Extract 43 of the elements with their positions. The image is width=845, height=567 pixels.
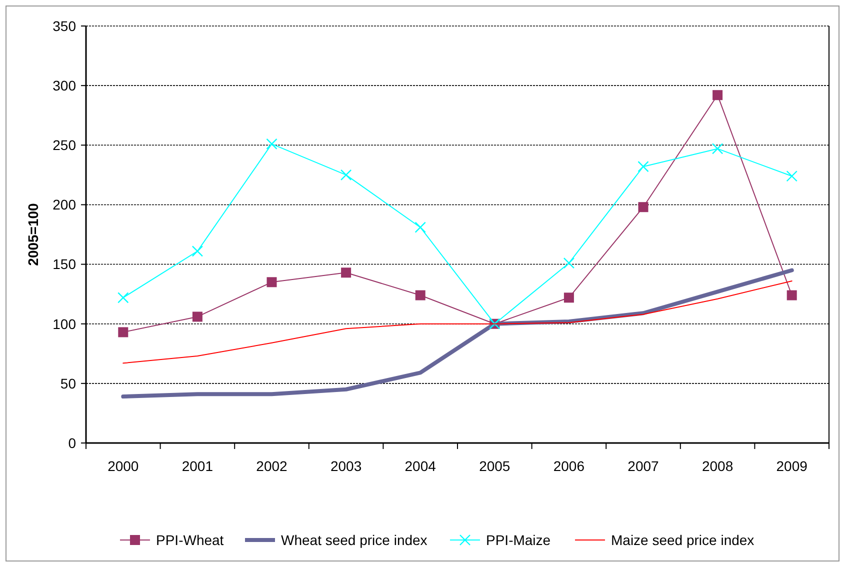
legend-label: PPI-Wheat — [156, 532, 224, 548]
line-series — [122, 280, 792, 364]
point — [192, 312, 202, 322]
x-tick-label: 2004 — [404, 458, 436, 474]
legend-label: Wheat seed price index — [281, 532, 428, 548]
point — [638, 160, 649, 172]
y-axis-title: 2005=100 — [25, 202, 41, 266]
point — [564, 292, 574, 303]
x-tick-label: 2008 — [702, 458, 734, 474]
point — [712, 90, 723, 100]
y-tick-label: 0 — [68, 434, 76, 451]
x-tick-label: 2002 — [256, 458, 288, 474]
y-tick-label: 150 — [52, 256, 76, 272]
point — [192, 246, 204, 257]
point — [341, 268, 352, 278]
x-tick-label: 2000 — [108, 458, 139, 474]
x-tick-label: 2006 — [553, 458, 585, 474]
y-tick-label: 300 — [52, 77, 76, 94]
point — [415, 290, 426, 300]
legend-label: PPI-Maize — [486, 532, 551, 548]
x-tick-label: 2003 — [330, 458, 362, 474]
point — [638, 202, 648, 212]
point — [414, 222, 426, 233]
x-tick-label: 2005 — [479, 458, 510, 474]
point — [786, 170, 798, 182]
point — [712, 143, 724, 154]
point — [266, 277, 277, 288]
x-tick-label: 2001 — [182, 458, 214, 474]
line-series — [121, 268, 794, 399]
y-tick-label: 250 — [52, 137, 76, 154]
y-tick-label: 350 — [52, 18, 76, 34]
point — [118, 327, 128, 338]
x-tick-label: 2007 — [628, 458, 660, 474]
y-tick-label: 100 — [52, 316, 76, 332]
point — [266, 138, 278, 150]
x-tick-label: 2009 — [776, 458, 808, 474]
y-tick-label: 50 — [60, 375, 76, 392]
point — [340, 169, 352, 181]
legend-label: Maize seed price index — [611, 532, 754, 548]
point — [786, 290, 797, 300]
point — [118, 292, 129, 304]
y-tick-label: 200 — [52, 196, 76, 213]
point — [563, 257, 575, 269]
